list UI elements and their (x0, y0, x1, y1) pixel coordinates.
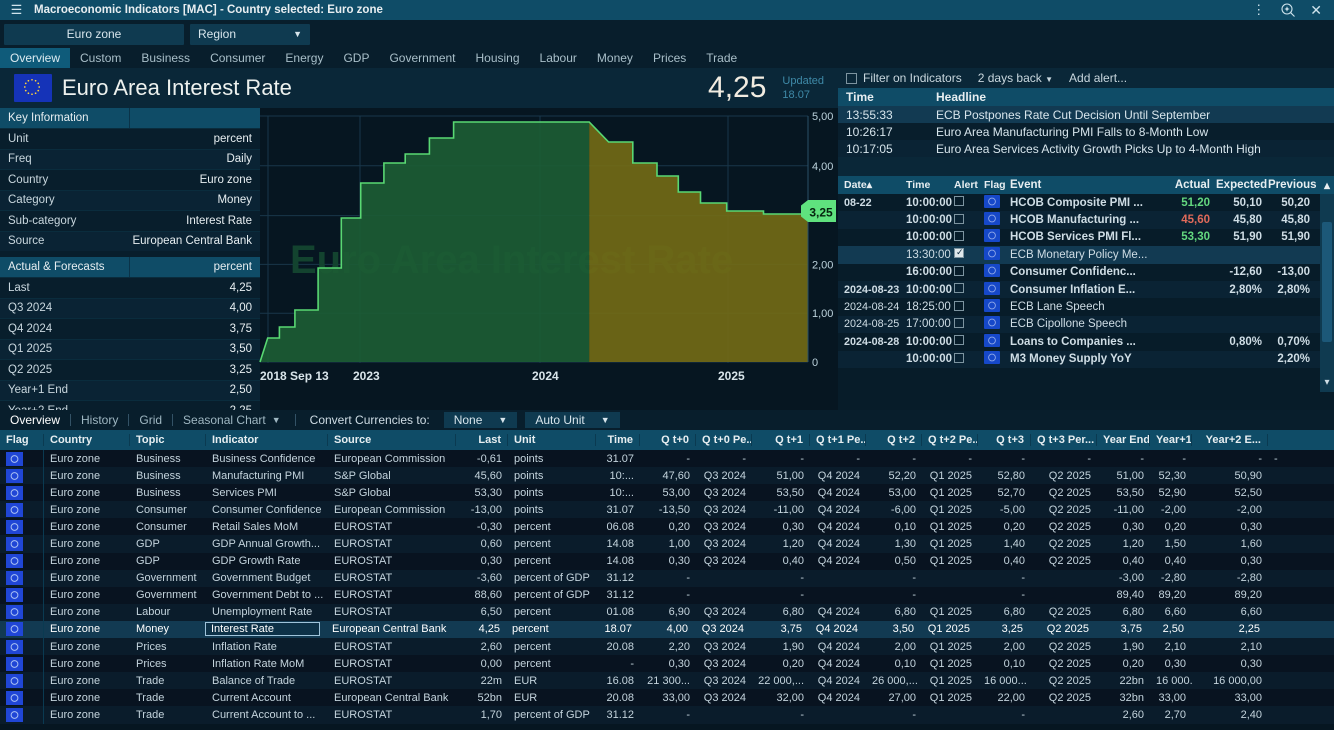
svg-text:5,00: 5,00 (812, 111, 833, 123)
svg-text:4,00: 4,00 (812, 161, 833, 173)
svg-text:2025: 2025 (718, 369, 745, 383)
svg-text:0: 0 (812, 357, 818, 369)
svg-text:1,00: 1,00 (812, 308, 833, 320)
svg-text:2018 Sep 13: 2018 Sep 13 (260, 369, 329, 383)
svg-text:2023: 2023 (353, 369, 380, 383)
svg-text:3,25: 3,25 (809, 206, 833, 220)
svg-text:2,00: 2,00 (812, 259, 833, 271)
svg-text:2024: 2024 (532, 369, 559, 383)
